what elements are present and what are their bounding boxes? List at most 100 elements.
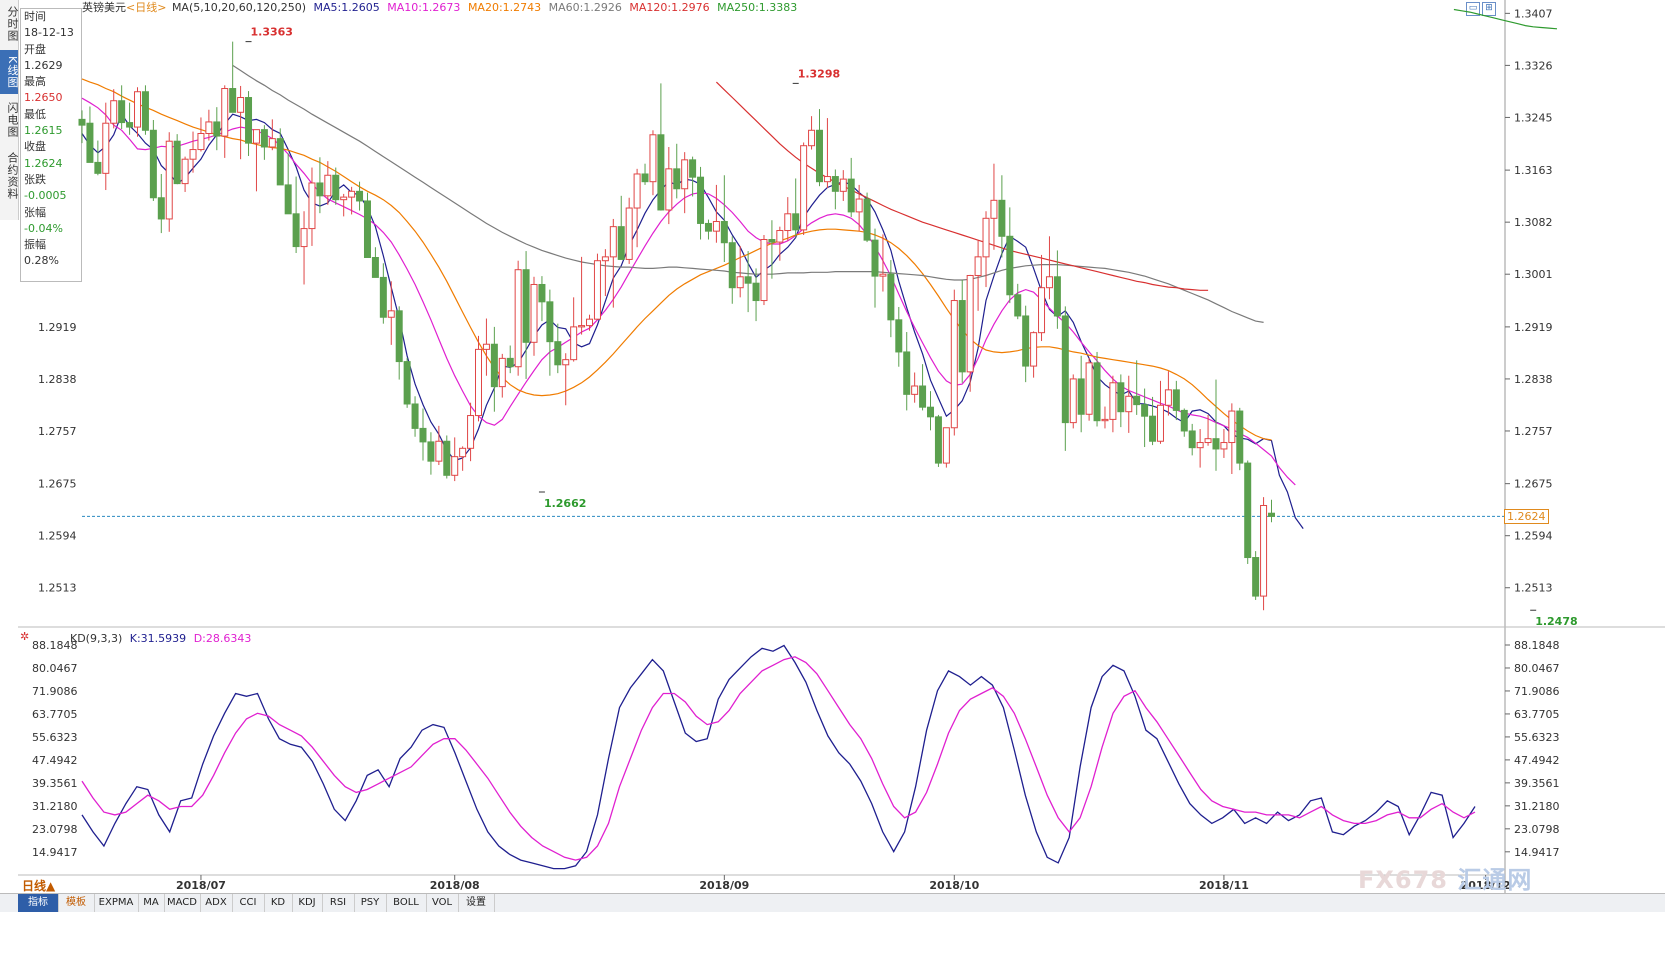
zoom-icon[interactable]: ⊞ xyxy=(1482,2,1496,16)
candle-up xyxy=(387,310,395,318)
ma250-value: MA250:1.3383 xyxy=(717,1,798,14)
ma60-value: MA60:1.2926 xyxy=(548,1,622,14)
btn-kdj[interactable]: KDJ xyxy=(292,894,323,912)
candle-down xyxy=(657,134,665,211)
candle-down xyxy=(395,310,403,363)
btn-cci[interactable]: CCI xyxy=(232,894,265,912)
candle-up xyxy=(586,318,594,327)
candle-up xyxy=(268,138,276,148)
candle-down xyxy=(1244,462,1252,559)
chart-labels: 1.3363 1.2662 1.3298 1.2478 xyxy=(245,26,1578,628)
kd-tick-label-left: 80.0467 xyxy=(32,662,78,675)
candle-down xyxy=(1006,235,1014,296)
tab-flash[interactable]: 闪电图 xyxy=(6,102,19,138)
btn-adx[interactable]: ADX xyxy=(200,894,233,912)
candle-down xyxy=(1236,410,1244,464)
candle-down xyxy=(443,440,451,476)
low-value: 1.2615 xyxy=(24,124,63,138)
ma120-value: MA120:1.2976 xyxy=(629,1,710,14)
candle-down xyxy=(316,182,324,197)
candle-down xyxy=(522,269,530,343)
candle-down xyxy=(213,121,221,137)
btn-vol[interactable]: VOL xyxy=(426,894,459,912)
candle-up xyxy=(237,97,245,113)
btn-macd[interactable]: MACD xyxy=(164,894,201,912)
candle-down xyxy=(927,406,935,418)
candle-down xyxy=(78,118,86,126)
candle-down xyxy=(157,197,165,220)
watermark-brand: FX678 xyxy=(1358,866,1448,894)
watermark-cn: 汇通网 xyxy=(1457,866,1533,894)
candle-down xyxy=(752,282,760,302)
candle-down xyxy=(229,88,237,113)
candle-up xyxy=(1196,442,1204,449)
btn-kd[interactable]: KD xyxy=(264,894,293,912)
kd-tick-label-right: 63.7705 xyxy=(1514,708,1560,721)
btn-settings[interactable]: 设置 xyxy=(458,894,495,912)
candle-down xyxy=(1014,294,1022,317)
candle-up xyxy=(475,348,482,417)
candle-up xyxy=(800,145,808,231)
candle-down xyxy=(1093,362,1101,422)
kd-tick-label-left: 31.2180 xyxy=(32,800,78,813)
candle-down xyxy=(427,441,435,462)
ma5-value: MA5:1.2605 xyxy=(313,1,380,14)
btn-rsi[interactable]: RSI xyxy=(322,894,355,912)
tab-timeshare[interactable]: 分时图 xyxy=(6,6,19,42)
candle-down xyxy=(260,129,268,148)
candle-down xyxy=(720,221,728,244)
quote-info-box: 时间 18-12-13 开盘 1.2629 最高 1.2650 最低 1.261… xyxy=(20,8,82,282)
candle-up xyxy=(197,132,205,151)
candle-down xyxy=(411,403,419,429)
candle-down xyxy=(887,273,895,321)
candle-up xyxy=(324,174,332,197)
btn-expma[interactable]: EXPMA xyxy=(94,894,139,912)
tab-kline[interactable]: K线图 xyxy=(0,50,19,94)
candle-up xyxy=(942,427,950,464)
candle-down xyxy=(1061,315,1069,424)
change-value: -0.0005 xyxy=(24,189,67,203)
candle-down xyxy=(903,351,911,395)
candle-up xyxy=(808,129,816,147)
ma-params: MA(5,10,20,60,120,250) xyxy=(171,1,306,14)
candle-up xyxy=(1069,378,1077,424)
candle-up xyxy=(1038,287,1046,334)
price-tick-label-right: 1.2513 xyxy=(1514,582,1553,595)
ma-line-ma250 xyxy=(1453,8,1558,30)
kd-params: KD(9,3,3) xyxy=(70,632,123,645)
d-value: D:28.6343 xyxy=(193,632,252,645)
candles xyxy=(78,41,1275,611)
candle-up xyxy=(459,447,467,458)
candle-down xyxy=(276,138,284,186)
candle-up xyxy=(974,256,982,276)
candle-down xyxy=(697,176,705,224)
candle-down xyxy=(673,168,681,190)
tab-indicator[interactable]: 指标 xyxy=(18,894,59,912)
btn-boll[interactable]: BOLL xyxy=(386,894,427,912)
btn-psy[interactable]: PSY xyxy=(354,894,387,912)
btn-ma[interactable]: MA xyxy=(138,894,165,912)
candle-down xyxy=(371,256,379,278)
candle-up xyxy=(165,140,173,220)
date-tick-label: 2018/08 xyxy=(430,879,480,892)
candle-up xyxy=(879,273,887,277)
candle-up xyxy=(911,385,919,395)
candle-down xyxy=(847,178,855,213)
candle-down xyxy=(1188,430,1196,449)
candle-down xyxy=(363,200,371,258)
tab-contract-info[interactable]: 合约资料 xyxy=(6,152,19,200)
price-tick-label-right: 1.3245 xyxy=(1514,111,1553,124)
price-tick-label-right: 1.2757 xyxy=(1514,425,1553,438)
candle-up xyxy=(451,456,459,476)
kd-tick-label-left: 39.3561 xyxy=(32,777,78,790)
price-tick-label-right: 1.3163 xyxy=(1514,164,1553,177)
date-tick-label: 2018/12 xyxy=(1461,879,1511,892)
kd-tick-label-left: 88.1848 xyxy=(32,639,78,652)
kd-tick-label-left: 14.9417 xyxy=(32,846,78,859)
candle-down xyxy=(895,319,903,353)
period-selector[interactable]: 日线▲ xyxy=(22,879,56,893)
tab-template[interactable]: 模板 xyxy=(58,894,95,912)
settings-gear-icon[interactable]: ✲ xyxy=(20,630,30,643)
candle-down xyxy=(332,174,340,201)
kd-tick-label-right: 71.9086 xyxy=(1514,685,1560,698)
